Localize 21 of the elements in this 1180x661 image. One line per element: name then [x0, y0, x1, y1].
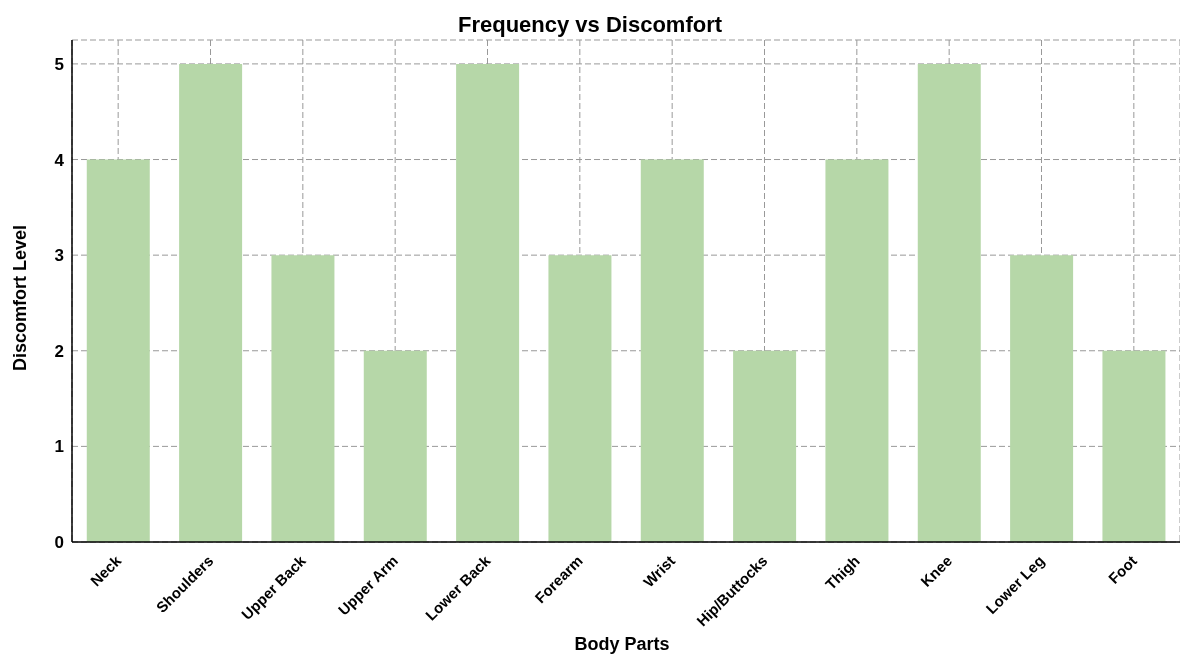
bar [271, 255, 335, 542]
bar [548, 255, 612, 542]
x-axis-title: Body Parts [573, 634, 671, 654]
bar [640, 159, 704, 542]
bar [179, 63, 243, 542]
y-tick-label: 5 [54, 54, 64, 74]
bar [825, 159, 889, 542]
y-tick-label: 1 [54, 437, 64, 457]
bar [363, 350, 427, 542]
bar [456, 63, 520, 542]
bar [1010, 255, 1074, 542]
y-tick-label: 4 [54, 150, 65, 170]
y-axis-title: Discomfort Level [10, 224, 31, 374]
chart-title: Frequency vs Discomfort [456, 12, 724, 38]
bar [733, 350, 797, 542]
bar [1102, 350, 1166, 542]
bar [86, 159, 150, 542]
y-tick-label: 2 [54, 341, 64, 361]
bar [917, 63, 981, 542]
y-tick-label: 0 [54, 533, 64, 553]
y-tick-label: 3 [54, 246, 64, 266]
